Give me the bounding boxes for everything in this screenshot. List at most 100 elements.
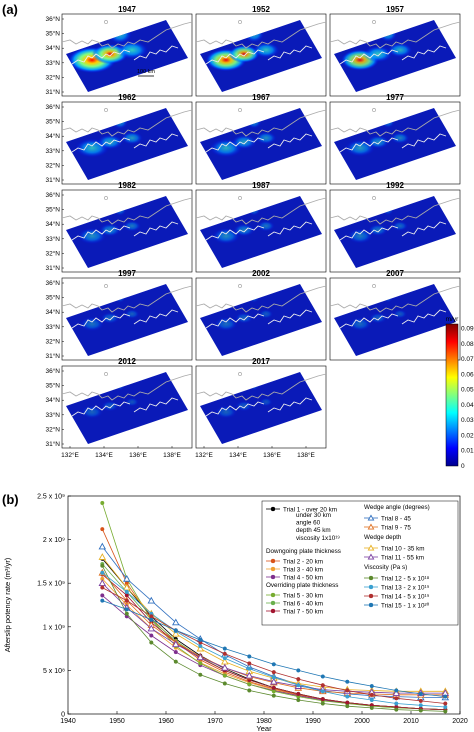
x-tick-label: 1960 xyxy=(158,718,174,725)
colorbar-tick-label: 0.09 xyxy=(461,326,474,333)
afterslip-hotspots xyxy=(205,25,280,72)
data-point xyxy=(98,553,107,560)
data-point xyxy=(320,701,325,706)
data-point xyxy=(222,681,227,686)
data-point xyxy=(172,629,180,637)
island xyxy=(238,284,242,288)
legend-entry: Trial 3 - 40 km xyxy=(283,566,323,573)
data-point xyxy=(271,693,276,698)
coastline xyxy=(133,397,179,413)
legend-header: Overriding plate thickness xyxy=(266,582,338,589)
lat-tick-label: 33°N xyxy=(45,147,60,155)
data-point xyxy=(443,709,448,714)
data-point xyxy=(173,650,178,655)
y-tick-label: 1 x 10⁹ xyxy=(43,624,65,631)
trial1-note: viscosity 1x10¹⁹ xyxy=(296,535,340,542)
x-tick-label: 1990 xyxy=(305,718,321,725)
data-point xyxy=(345,688,350,693)
map-panel-1977: 1977 xyxy=(329,93,461,185)
lat-tick-label: 32°N xyxy=(45,425,60,433)
map-year-label: 2012 xyxy=(118,357,136,366)
x-axis-label: Year xyxy=(256,724,272,732)
fault-slab xyxy=(334,108,456,180)
lat-tick-label: 34°N xyxy=(45,44,60,52)
coastline xyxy=(71,137,131,153)
legend-entry: Trial 14 - 5 x 10¹⁹ xyxy=(381,593,430,600)
lat-tick-label: 31°N xyxy=(45,440,60,448)
legend-header: Wedge depth xyxy=(364,534,402,541)
data-point xyxy=(368,575,374,581)
lon-tick-label: 138°E xyxy=(297,451,315,459)
lat-tick-label: 34°N xyxy=(45,132,60,140)
data-point xyxy=(124,589,129,594)
coastline xyxy=(267,221,313,237)
panel-b-label: (b) xyxy=(2,492,19,507)
colorbar-tick-label: 0.03 xyxy=(461,417,474,424)
data-point xyxy=(123,574,131,582)
lat-tick-label: 31°N xyxy=(45,176,60,184)
data-point xyxy=(149,633,154,638)
map-panel-1947: 1947 100 km 31°N 32°N 33°N 34°N 35°N 36°N xyxy=(45,5,193,97)
data-point xyxy=(247,666,252,671)
island xyxy=(372,108,376,112)
colorbar-tick-label: 0.01 xyxy=(461,448,474,455)
afterslip-hotspots xyxy=(75,115,143,158)
coastline xyxy=(205,49,265,65)
coastline xyxy=(61,21,193,49)
fault-slab xyxy=(66,196,188,268)
data-point xyxy=(270,592,276,598)
lat-tick-label: 34°N xyxy=(45,396,60,404)
data-point xyxy=(270,574,276,580)
data-point xyxy=(100,500,105,506)
lat-tick-label: 36°N xyxy=(45,367,60,375)
colorbar-tick-label: 0.08 xyxy=(461,341,474,348)
fault-slab xyxy=(334,284,456,356)
data-point xyxy=(270,566,276,572)
legend-header: Wedge angle (degrees) xyxy=(364,504,430,511)
island xyxy=(104,196,108,200)
data-point xyxy=(443,701,448,706)
data-point xyxy=(196,653,205,661)
map-year-label: 1997 xyxy=(118,269,136,278)
trial1-note: angle 60 xyxy=(296,520,321,527)
colorbar: m/yr 0 0.01 0.02 0.03 0.04 0.05 0.06 0.07 0.08 0.0… xyxy=(446,316,474,470)
map-year-label: 2007 xyxy=(386,269,404,278)
data-point xyxy=(296,668,301,673)
afterslip-hotspots xyxy=(212,204,275,244)
coastline xyxy=(61,285,193,313)
map-year-label: 1977 xyxy=(386,93,404,102)
y-tick-label: 1.5 x 10⁹ xyxy=(37,581,65,588)
data-point xyxy=(368,584,374,590)
legend-box xyxy=(261,500,459,626)
data-point xyxy=(394,707,399,712)
data-point xyxy=(296,691,301,696)
trial1-note: under 30 km xyxy=(296,512,331,519)
lon-tick-label: 134°E xyxy=(95,451,113,459)
coastline xyxy=(195,373,327,401)
fault-slab xyxy=(334,196,456,268)
legend-header: Viscosity (Pa s) xyxy=(364,564,407,571)
island xyxy=(104,20,108,24)
island xyxy=(238,108,242,112)
data-point xyxy=(124,611,129,616)
lat-tick-label: 36°N xyxy=(45,103,60,111)
lat-tick-label: 35°N xyxy=(45,294,60,302)
data-point xyxy=(98,542,107,550)
coastline xyxy=(401,45,447,61)
map-year-label: 1952 xyxy=(252,5,270,14)
legend-header: Downgoing plate thickness xyxy=(266,548,341,555)
data-point xyxy=(245,671,254,679)
data-point xyxy=(270,600,276,606)
map-panel-1957: 1957 xyxy=(329,5,461,97)
data-point xyxy=(271,689,276,694)
legend-entry: Trial 8 - 45 xyxy=(381,515,411,522)
coastline xyxy=(71,313,131,329)
coastline xyxy=(401,309,447,325)
lat-tick-label: 33°N xyxy=(45,59,60,67)
data-point xyxy=(100,585,105,590)
x-tick-label: 2000 xyxy=(354,718,370,725)
data-point xyxy=(124,607,129,612)
data-point xyxy=(369,697,374,703)
lat-tick-label: 33°N xyxy=(45,235,60,243)
